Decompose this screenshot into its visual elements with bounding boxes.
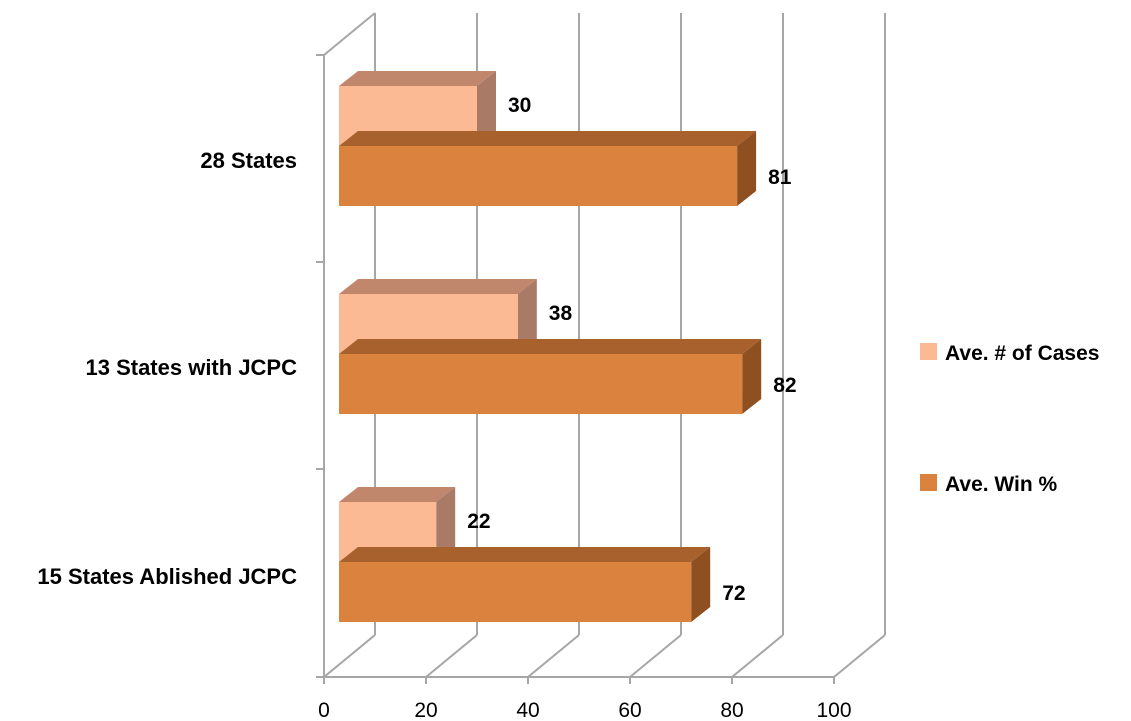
bar-top-face [339, 71, 496, 86]
x-tick-label: 80 [720, 699, 743, 721]
bar-top-face [339, 547, 711, 562]
legend-swatch-ave-win [920, 474, 937, 491]
floor-gridline [629, 634, 682, 678]
data-label-cases-0: 30 [508, 94, 531, 117]
category-labels: 28 States 13 States with JCPC 15 States … [37, 148, 297, 589]
chart-data-labels: 30 81 38 82 22 72 [467, 94, 796, 605]
chart-legend: Ave. # of Cases Ave. Win % [920, 342, 1099, 496]
bar-front-face [339, 354, 743, 414]
legend-label-ave-win: Ave. Win % [945, 473, 1058, 496]
floor-gridline [323, 634, 376, 678]
bar-top-face [339, 487, 456, 502]
category-label-15-states-ablished-jcpc: 15 States Ablished JCPC [37, 564, 297, 589]
x-tick-label: 60 [618, 699, 641, 721]
x-tick-label: 0 [318, 699, 330, 721]
bar-front-face [339, 146, 738, 206]
floor-gridline [425, 634, 478, 678]
category-label-28-states: 28 States [200, 148, 297, 173]
category-label-13-states-with-jcpc: 13 States with JCPC [85, 355, 297, 380]
floor-gridline [527, 634, 580, 678]
data-label-win-0: 81 [768, 166, 792, 189]
bar-side-face [737, 131, 757, 206]
x-tick-label: 20 [414, 699, 437, 721]
bar-side-face [517, 279, 537, 354]
legend-swatch-ave-cases [920, 343, 937, 360]
bar-win-2 [339, 547, 711, 622]
data-label-win-2: 72 [722, 582, 745, 605]
chart-bars [339, 71, 762, 622]
floor-gridline [731, 634, 784, 678]
x-tick-label: 100 [816, 699, 851, 721]
left-wall-top-edge [323, 12, 376, 56]
legend-label-ave-cases: Ave. # of Cases [945, 342, 1099, 365]
data-label-cases-2: 22 [467, 510, 490, 533]
bar-side-face [477, 71, 496, 146]
bar-top-face [339, 339, 762, 354]
bar-side-face [436, 487, 456, 562]
floor-gridline [833, 634, 886, 678]
bar-side-face [691, 547, 711, 622]
bar-win-0 [339, 131, 757, 206]
data-label-win-1: 82 [773, 374, 796, 397]
x-tick-label: 40 [516, 699, 539, 721]
bar-front-face [339, 562, 692, 622]
bar-top-face [339, 279, 537, 294]
bar-win-1 [339, 339, 762, 414]
bar-side-face [742, 339, 762, 414]
chart-axis: 0 20 40 60 80 100 [318, 699, 851, 721]
bar-top-face [339, 131, 757, 146]
data-label-cases-1: 38 [549, 302, 573, 325]
